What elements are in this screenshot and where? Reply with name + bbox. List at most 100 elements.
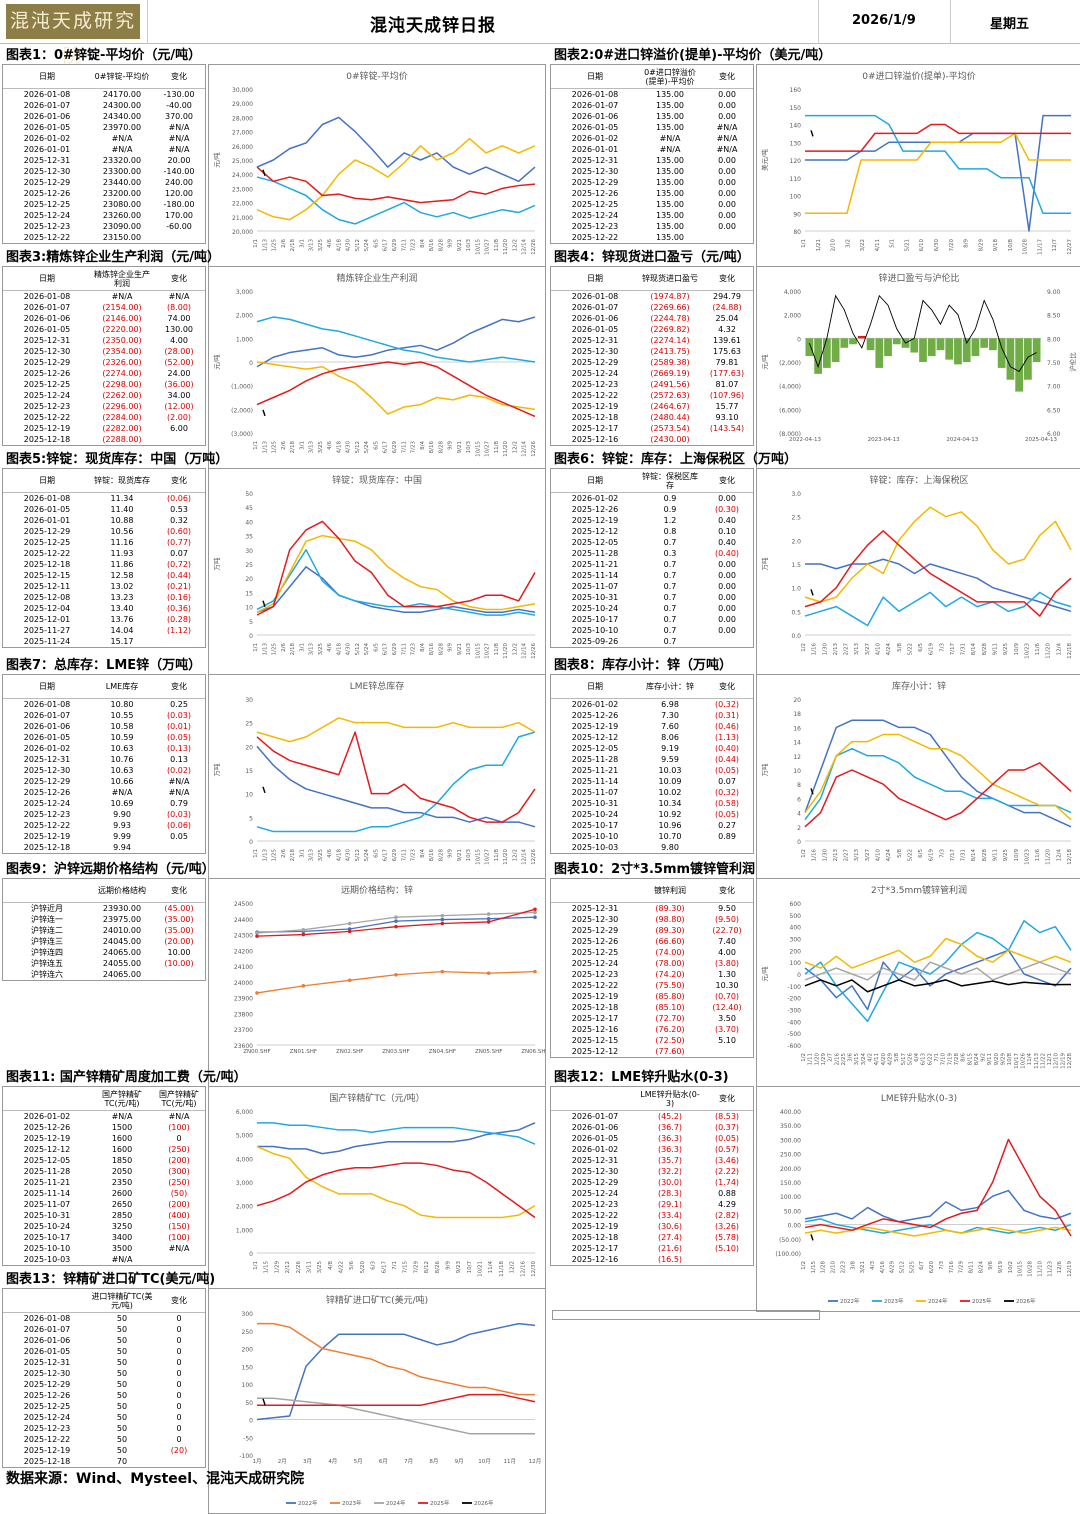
row-change: (20) [170, 1446, 188, 1455]
table-row: 2025-12-24 23260.00 170.00 [3, 210, 205, 221]
table-row: 2025-12-29 135.00 0.00 [551, 177, 753, 188]
table-row: 2025-12-15 (72.50) 5.10 [551, 1035, 753, 1046]
row-label: 沪锌连六 [31, 970, 63, 979]
row-change: (0.32) [714, 788, 740, 797]
table-row: 2025-12-26 50 0 [3, 1390, 205, 1401]
row-value: 135.00 [656, 211, 684, 220]
row-value: 24065.00 [102, 970, 142, 979]
x-tick-label: 5/8 [894, 1053, 900, 1062]
row-label: 2026-01-02 [23, 134, 71, 143]
table-header: 日期 0#锌锭-平均价 变化 [3, 65, 205, 89]
row-change: (0.16) [166, 593, 192, 602]
series-point [533, 907, 537, 912]
row-value: (2326.00) [102, 358, 142, 367]
table-row: 2025-12-23 50 0 [3, 1423, 205, 1434]
row-value: (36.3) [657, 1134, 683, 1143]
x-tick-label: 1/25 [272, 239, 278, 252]
y-tick-label: 25,000 [232, 158, 253, 165]
column-header: 变化 [719, 476, 735, 485]
x-tick-label: 2/6 [281, 239, 287, 248]
x-tick-label: 1/2 [801, 643, 807, 652]
row-label: 2025-12-29 [571, 1178, 619, 1187]
x-tick-label: 6/5 [373, 239, 379, 248]
table-row: 2025-12-23 (29.1) 4.29 [551, 1199, 753, 1210]
x-tick-label: 7/11 [401, 239, 407, 251]
row-value: #N/A [111, 1112, 133, 1121]
column-header: 0#进口锌溢价(提单)-平均价 [644, 67, 696, 86]
row-change: (0.37) [714, 1123, 740, 1132]
row-value: 9.59 [661, 755, 679, 764]
row-change: (50) [170, 1189, 188, 1198]
table-row: 2025-11-21 10.03 (0.05) [551, 765, 753, 776]
row-label: 2025-12-16 [571, 1025, 619, 1034]
row-change: 0.00 [718, 626, 736, 635]
row-value: 23320.00 [102, 156, 142, 165]
row-value: (2220.00) [102, 325, 142, 334]
table-row: 2025-12-18 (85.10) (12.40) [551, 1002, 753, 1013]
panel-p10: 图表10：2寸*3.5mm镀锌管利润 镀锌利润 变化 2025-12-31 (89.30… [548, 858, 1080, 1104]
table-row: 2025-12-19 9.99 0.05 [3, 831, 205, 842]
x-tick-label: 9月 [455, 1458, 464, 1465]
table-row: 2025-09-26 0.7 [551, 636, 753, 647]
x-tick-label: 12/26 [531, 239, 537, 255]
row-change: 9.50 [718, 904, 736, 913]
row-label: 2026-01-02 [571, 1145, 619, 1154]
x-tick-label: 1/15 [264, 1261, 270, 1274]
x-tick-label: 8/4 [420, 239, 426, 248]
x-tick-label: 3/27 [865, 849, 871, 862]
row-change: 0 [176, 1314, 182, 1323]
row-change: (5.10) [714, 1244, 740, 1253]
x-tick-label: 8/28 [982, 849, 988, 862]
row-label: 2025-11-24 [23, 637, 71, 646]
x-tick-label: 4/16 [880, 1261, 886, 1274]
row-value: (2491.56) [650, 380, 690, 389]
column-header: LME库存 [105, 682, 139, 691]
x-tick-label: 2023-04-13 [868, 437, 900, 443]
row-value: 10.55 [110, 711, 134, 720]
row-label: 2026-01-08 [571, 90, 619, 99]
bar-mark [1024, 338, 1032, 380]
row-change: 0.07 [718, 777, 736, 786]
row-change: 0.00 [718, 615, 736, 624]
x-tick-label: 7/3 [939, 849, 945, 858]
table-row: 2025-12-23 (74.20) 1.30 [551, 969, 753, 980]
y-tick-label: 25 [245, 721, 253, 728]
row-change: 0.89 [718, 832, 736, 841]
chart-title: 0#进口锌溢价(提单)-平均价 [862, 70, 976, 82]
row-value: 0.8 [663, 527, 677, 536]
row-change: (0.28) [166, 615, 192, 624]
row-change: (250) [168, 1145, 190, 1154]
x-tick-label: 11/23 [1047, 1261, 1053, 1277]
row-label: 2025-12-18 [23, 435, 71, 444]
row-change: (2.82) [714, 1211, 740, 1220]
row-label: 2025-11-27 [23, 626, 71, 635]
series-line [256, 1322, 536, 1421]
x-tick-label: 12/2 [512, 849, 518, 861]
row-change: 0.00 [718, 593, 736, 602]
x-tick-label: 10/15 [1018, 1261, 1024, 1277]
x-tick-label: 1/2 [801, 1261, 807, 1270]
table-header: 日期 LME库存 变化 [3, 675, 205, 699]
x-tick-label: 11/20 [503, 441, 509, 457]
chart-title: 锌锭：现货库存：中国 [332, 474, 422, 486]
row-label: 2025-12-30 [571, 167, 619, 176]
x-tick-label: 10/17 [1014, 1053, 1020, 1069]
row-value: 24170.00 [102, 90, 142, 99]
table-header: 镀锌利润 变化 [551, 879, 753, 903]
x-tick-label: 12/2 [512, 239, 518, 251]
row-change: #N/A [168, 134, 190, 143]
series-point [255, 934, 259, 938]
x-tick-label: 6/30 [934, 239, 940, 252]
y-tick-label: 6 [797, 796, 801, 803]
row-value: (89.30) [655, 904, 685, 913]
row-change: (250) [168, 1178, 190, 1187]
x-tick-label: 4/20 [881, 1053, 887, 1066]
row-change: (0.40) [714, 744, 740, 753]
bar-mark [857, 335, 866, 339]
row-label: 2025-12-26 [23, 1391, 71, 1400]
row-value: 23260.00 [102, 211, 142, 220]
x-tick-label: 1/25 [272, 441, 278, 454]
x-tick-label: 2/13 [833, 849, 839, 862]
column-header: 锌锭：现货库存 [94, 476, 150, 485]
y-tick-label: 3,000 [236, 1180, 253, 1187]
